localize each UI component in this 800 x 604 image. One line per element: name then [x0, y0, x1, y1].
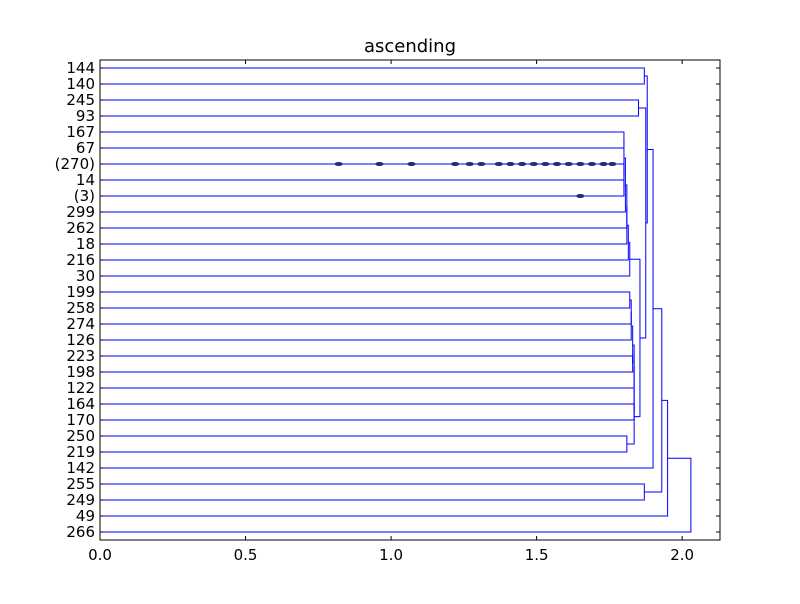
dendrogram-link-14 — [100, 344, 635, 389]
leaf-label-29: 266 — [66, 523, 95, 541]
dendrogram-link-23 — [644, 75, 648, 224]
leaf-label-8: (3) — [74, 187, 95, 205]
leaf-marker-12 — [564, 161, 573, 167]
leaf-marker-3 — [450, 161, 460, 167]
dendrogram-links — [100, 67, 692, 533]
leaf-label-15: 258 — [66, 299, 95, 317]
leaf-label-16: 274 — [66, 315, 95, 333]
leaf-label-14: 199 — [66, 283, 95, 301]
dendrogram-link-7 — [100, 224, 629, 261]
dendrogram-link-27 — [100, 399, 669, 517]
leaf-label-23: 250 — [66, 427, 95, 445]
dendrogram-link-13 — [631, 325, 634, 364]
plot-frame — [99, 59, 721, 541]
leaf-label-13: 30 — [76, 267, 95, 285]
leaf-label-26: 255 — [66, 475, 95, 493]
leaf-label-7: 14 — [76, 171, 95, 189]
leaf-label-21: 164 — [66, 395, 95, 413]
leaf-label-0: 144 — [66, 59, 95, 77]
dendrogram-link-8 — [100, 242, 631, 277]
leaf-label-1: 140 — [66, 75, 95, 93]
leaf-label-27: 249 — [66, 491, 95, 509]
dendrogram-link-17 — [100, 435, 628, 453]
leaf-label-9: 299 — [66, 203, 95, 221]
leaf-marker-17 — [576, 193, 585, 199]
leaf-label-28: 49 — [76, 507, 95, 525]
dendrogram-link-9 — [100, 291, 631, 309]
dendrogram-link-24 — [100, 483, 645, 501]
leaf-marker-2 — [407, 161, 416, 167]
leaf-marker-10 — [541, 161, 550, 167]
dendrogram-link-20 — [629, 258, 641, 418]
dendrogram-link-0 — [100, 131, 625, 149]
leaf-label-11: 18 — [76, 235, 95, 253]
dendrogram-link-18 — [626, 389, 635, 445]
x-tick-label-1: 0.5 — [234, 546, 258, 564]
dendrogram-link-15 — [100, 403, 635, 421]
leaf-marker-11 — [552, 161, 562, 167]
x-tick-label-2: 1.0 — [379, 546, 403, 564]
leaf-label-18: 223 — [66, 347, 95, 365]
chart-title: ascending — [364, 36, 456, 57]
leaf-label-19: 198 — [66, 363, 95, 381]
x-tick-label-0: 0.0 — [88, 546, 112, 564]
dendrogram-link-10 — [100, 299, 632, 325]
leaf-marker-13 — [576, 161, 585, 167]
x-tick-label-4: 2.0 — [670, 546, 694, 564]
leaf-marker-16 — [608, 161, 617, 167]
leaf-label-4: 167 — [66, 123, 95, 141]
dendrogram-link-4 — [100, 157, 626, 213]
leaf-marker-15 — [599, 161, 608, 167]
dendrogram-link-6 — [100, 206, 628, 245]
dendrogram-link-28 — [100, 457, 692, 533]
dendrogram-link-11 — [100, 312, 632, 341]
leaf-label-5: 67 — [76, 139, 95, 157]
dendrogram-link-19 — [100, 99, 639, 117]
leaf-labels: 1441402459316767(270)14(3)29926218216301… — [55, 59, 720, 541]
leaf-label-22: 170 — [66, 411, 95, 429]
leaf-label-2: 245 — [66, 91, 95, 109]
dendrogram-link-21 — [100, 67, 645, 85]
leaf-marker-8 — [517, 161, 527, 167]
collapsed-leaf-markers — [334, 161, 617, 199]
leaf-label-20: 122 — [66, 379, 95, 397]
leaf-marker-0 — [334, 161, 343, 167]
leaf-label-24: 219 — [66, 443, 95, 461]
leaf-marker-14 — [587, 161, 597, 167]
leaf-label-10: 262 — [66, 219, 95, 237]
dendrogram-link-12 — [100, 355, 634, 373]
dendrogram-link-26 — [644, 308, 663, 493]
leaf-label-6: (270) — [55, 155, 95, 173]
leaf-label-12: 216 — [66, 251, 95, 269]
dendrogram-link-2 — [100, 163, 625, 188]
leaf-marker-9 — [529, 161, 538, 167]
leaf-marker-4 — [465, 161, 474, 167]
leaf-marker-7 — [506, 161, 515, 167]
leaf-label-17: 126 — [66, 331, 95, 349]
dendrogram-link-1 — [100, 179, 625, 197]
leaf-label-3: 93 — [76, 107, 95, 125]
leaf-marker-6 — [494, 161, 504, 167]
leaf-label-25: 142 — [66, 459, 95, 477]
dendrogram-link-5 — [100, 184, 628, 229]
x-axis-ticks: 0.0 0.5 1.0 1.5 2.0 — [88, 60, 694, 564]
leaf-marker-5 — [477, 161, 486, 167]
x-tick-label-3: 1.5 — [525, 546, 549, 564]
leaf-marker-1 — [375, 161, 384, 167]
